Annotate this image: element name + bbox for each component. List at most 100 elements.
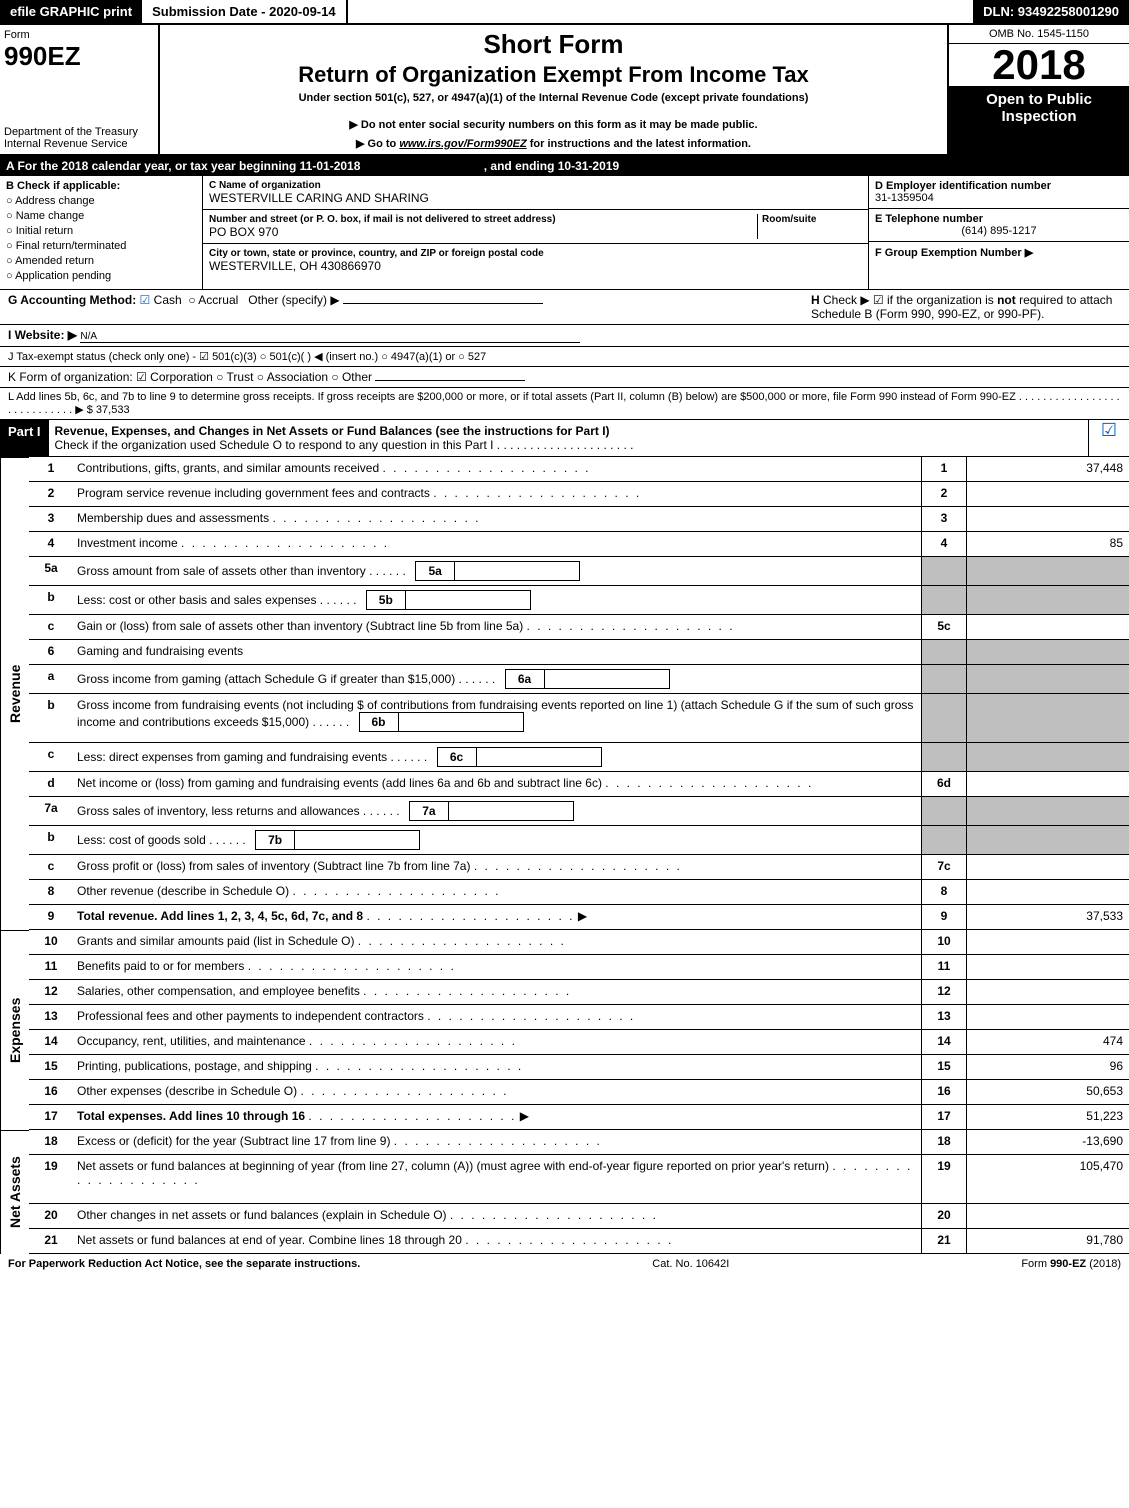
- line-value: [966, 772, 1129, 796]
- line-row: 16Other expenses (describe in Schedule O…: [29, 1080, 1129, 1105]
- line-desc: Program service revenue including govern…: [73, 482, 921, 506]
- line-desc: Net income or (loss) from gaming and fun…: [73, 772, 921, 796]
- line-box-number: 7c: [921, 855, 966, 879]
- line-number: 8: [29, 880, 73, 904]
- line-value: 51,223: [966, 1105, 1129, 1129]
- cash-checkbox[interactable]: ☑: [140, 293, 151, 307]
- line-number: b: [29, 826, 73, 854]
- line-number: 1: [29, 457, 73, 481]
- b-header: B Check if applicable:: [6, 180, 196, 192]
- line-value: [966, 930, 1129, 954]
- g-accrual[interactable]: Accrual: [198, 293, 238, 307]
- ein-value: 31-1359504: [875, 192, 1123, 204]
- line-value: [966, 855, 1129, 879]
- expenses-body: 10Grants and similar amounts paid (list …: [29, 930, 1129, 1130]
- line-desc: Grants and similar amounts paid (list in…: [73, 930, 921, 954]
- line-box-number: 3: [921, 507, 966, 531]
- line-desc: Gaming and fundraising events: [73, 640, 921, 664]
- line-row: 8Other revenue (describe in Schedule O) …: [29, 880, 1129, 905]
- k-other-input[interactable]: [375, 380, 525, 381]
- opt-amended-return[interactable]: Amended return: [6, 255, 196, 267]
- opt-final-return[interactable]: Final return/terminated: [6, 240, 196, 252]
- opt-name-change[interactable]: Name change: [6, 210, 196, 222]
- line-row: 7aGross sales of inventory, less returns…: [29, 797, 1129, 826]
- line-row: 9Total revenue. Add lines 1, 2, 3, 4, 5c…: [29, 905, 1129, 930]
- line-row: 5aGross amount from sale of assets other…: [29, 557, 1129, 586]
- line-number: 9: [29, 905, 73, 929]
- line-value: [966, 482, 1129, 506]
- line-row: bGross income from fundraising events (n…: [29, 694, 1129, 743]
- tel-value: (614) 895-1217: [875, 225, 1123, 237]
- dln-label: DLN: 93492258001290: [973, 0, 1129, 23]
- line-number: c: [29, 743, 73, 771]
- goto-line: ▶ Go to www.irs.gov/Form990EZ for instru…: [168, 137, 939, 150]
- line-value: [966, 826, 1129, 854]
- line-row: cGross profit or (loss) from sales of in…: [29, 855, 1129, 880]
- form-number: 990EZ: [4, 41, 154, 72]
- line-number: 3: [29, 507, 73, 531]
- line-row: bLess: cost of goods sold . . . . . . 7b: [29, 826, 1129, 855]
- short-form-title: Short Form: [168, 29, 939, 60]
- line-number: 7a: [29, 797, 73, 825]
- line-box-number: 13: [921, 1005, 966, 1029]
- footer-left: For Paperwork Reduction Act Notice, see …: [8, 1258, 360, 1270]
- header-left: Form 990EZ Department of the Treasury In…: [0, 25, 160, 154]
- tax-year: 2018: [949, 44, 1129, 87]
- part1-checkbox[interactable]: ☑: [1088, 420, 1129, 456]
- ein-label: D Employer identification number: [875, 180, 1123, 192]
- opt-initial-return[interactable]: Initial return: [6, 225, 196, 237]
- line-number: 18: [29, 1130, 73, 1154]
- line-k: K Form of organization: ☑ Corporation ○ …: [0, 367, 1129, 388]
- line-row: 17Total expenses. Add lines 10 through 1…: [29, 1105, 1129, 1130]
- opt-address-change[interactable]: Address change: [6, 195, 196, 207]
- line-row: 6Gaming and fundraising events: [29, 640, 1129, 665]
- ssn-warning: ▶ Do not enter social security numbers o…: [168, 118, 939, 131]
- line-value: [966, 1005, 1129, 1029]
- part1-badge: Part I: [0, 420, 49, 456]
- line-desc: Other expenses (describe in Schedule O): [73, 1080, 921, 1104]
- line-box-number: 2: [921, 482, 966, 506]
- line-value: [966, 955, 1129, 979]
- line-desc: Gross amount from sale of assets other t…: [73, 557, 921, 585]
- line-box-number: 20: [921, 1204, 966, 1228]
- expenses-section: Expenses 10Grants and similar amounts pa…: [0, 930, 1129, 1130]
- opt-application-pending[interactable]: Application pending: [6, 270, 196, 282]
- line-box-number: 6d: [921, 772, 966, 796]
- line-row: 21Net assets or fund balances at end of …: [29, 1229, 1129, 1254]
- line-desc: Other revenue (describe in Schedule O): [73, 880, 921, 904]
- h-not: not: [997, 293, 1016, 307]
- line-number: 6: [29, 640, 73, 664]
- line-row: 14Occupancy, rent, utilities, and mainte…: [29, 1030, 1129, 1055]
- line-row: 11Benefits paid to or for members 11: [29, 955, 1129, 980]
- netassets-section: Net Assets 18Excess or (deficit) for the…: [0, 1130, 1129, 1254]
- line-row: 3Membership dues and assessments 3: [29, 507, 1129, 532]
- line-box-number: [921, 694, 966, 742]
- g-other-input[interactable]: [343, 303, 543, 304]
- line-number: 17: [29, 1105, 73, 1129]
- line-box-number: 10: [921, 930, 966, 954]
- website-value: N/A: [80, 331, 580, 343]
- line-row: 2Program service revenue including gover…: [29, 482, 1129, 507]
- line-value: [966, 665, 1129, 693]
- line-desc: Gain or (loss) from sale of assets other…: [73, 615, 921, 639]
- line-value: 105,470: [966, 1155, 1129, 1203]
- line-number: c: [29, 855, 73, 879]
- line-desc: Other changes in net assets or fund bala…: [73, 1204, 921, 1228]
- line-box-number: 16: [921, 1080, 966, 1104]
- line-number: a: [29, 665, 73, 693]
- irs-link[interactable]: www.irs.gov/Form990EZ: [399, 138, 526, 150]
- line-desc: Occupancy, rent, utilities, and maintena…: [73, 1030, 921, 1054]
- line-value: [966, 557, 1129, 585]
- line-g-h: G Accounting Method: ☑ Cash ○ Accrual Ot…: [0, 290, 1129, 325]
- line-row: 13Professional fees and other payments t…: [29, 1005, 1129, 1030]
- efile-label[interactable]: efile GRAPHIC print: [0, 0, 142, 23]
- goto-pre: ▶ Go to: [356, 138, 399, 150]
- line-j: J Tax-exempt status (check only one) - ☑…: [0, 347, 1129, 367]
- revenue-section: Revenue 1Contributions, gifts, grants, a…: [0, 457, 1129, 930]
- line-box-number: 15: [921, 1055, 966, 1079]
- g-other[interactable]: Other (specify) ▶: [248, 293, 339, 307]
- expenses-side-label: Expenses: [0, 930, 29, 1130]
- org-name-label: C Name of organization: [209, 180, 862, 191]
- line-number: b: [29, 586, 73, 614]
- line-number: 19: [29, 1155, 73, 1203]
